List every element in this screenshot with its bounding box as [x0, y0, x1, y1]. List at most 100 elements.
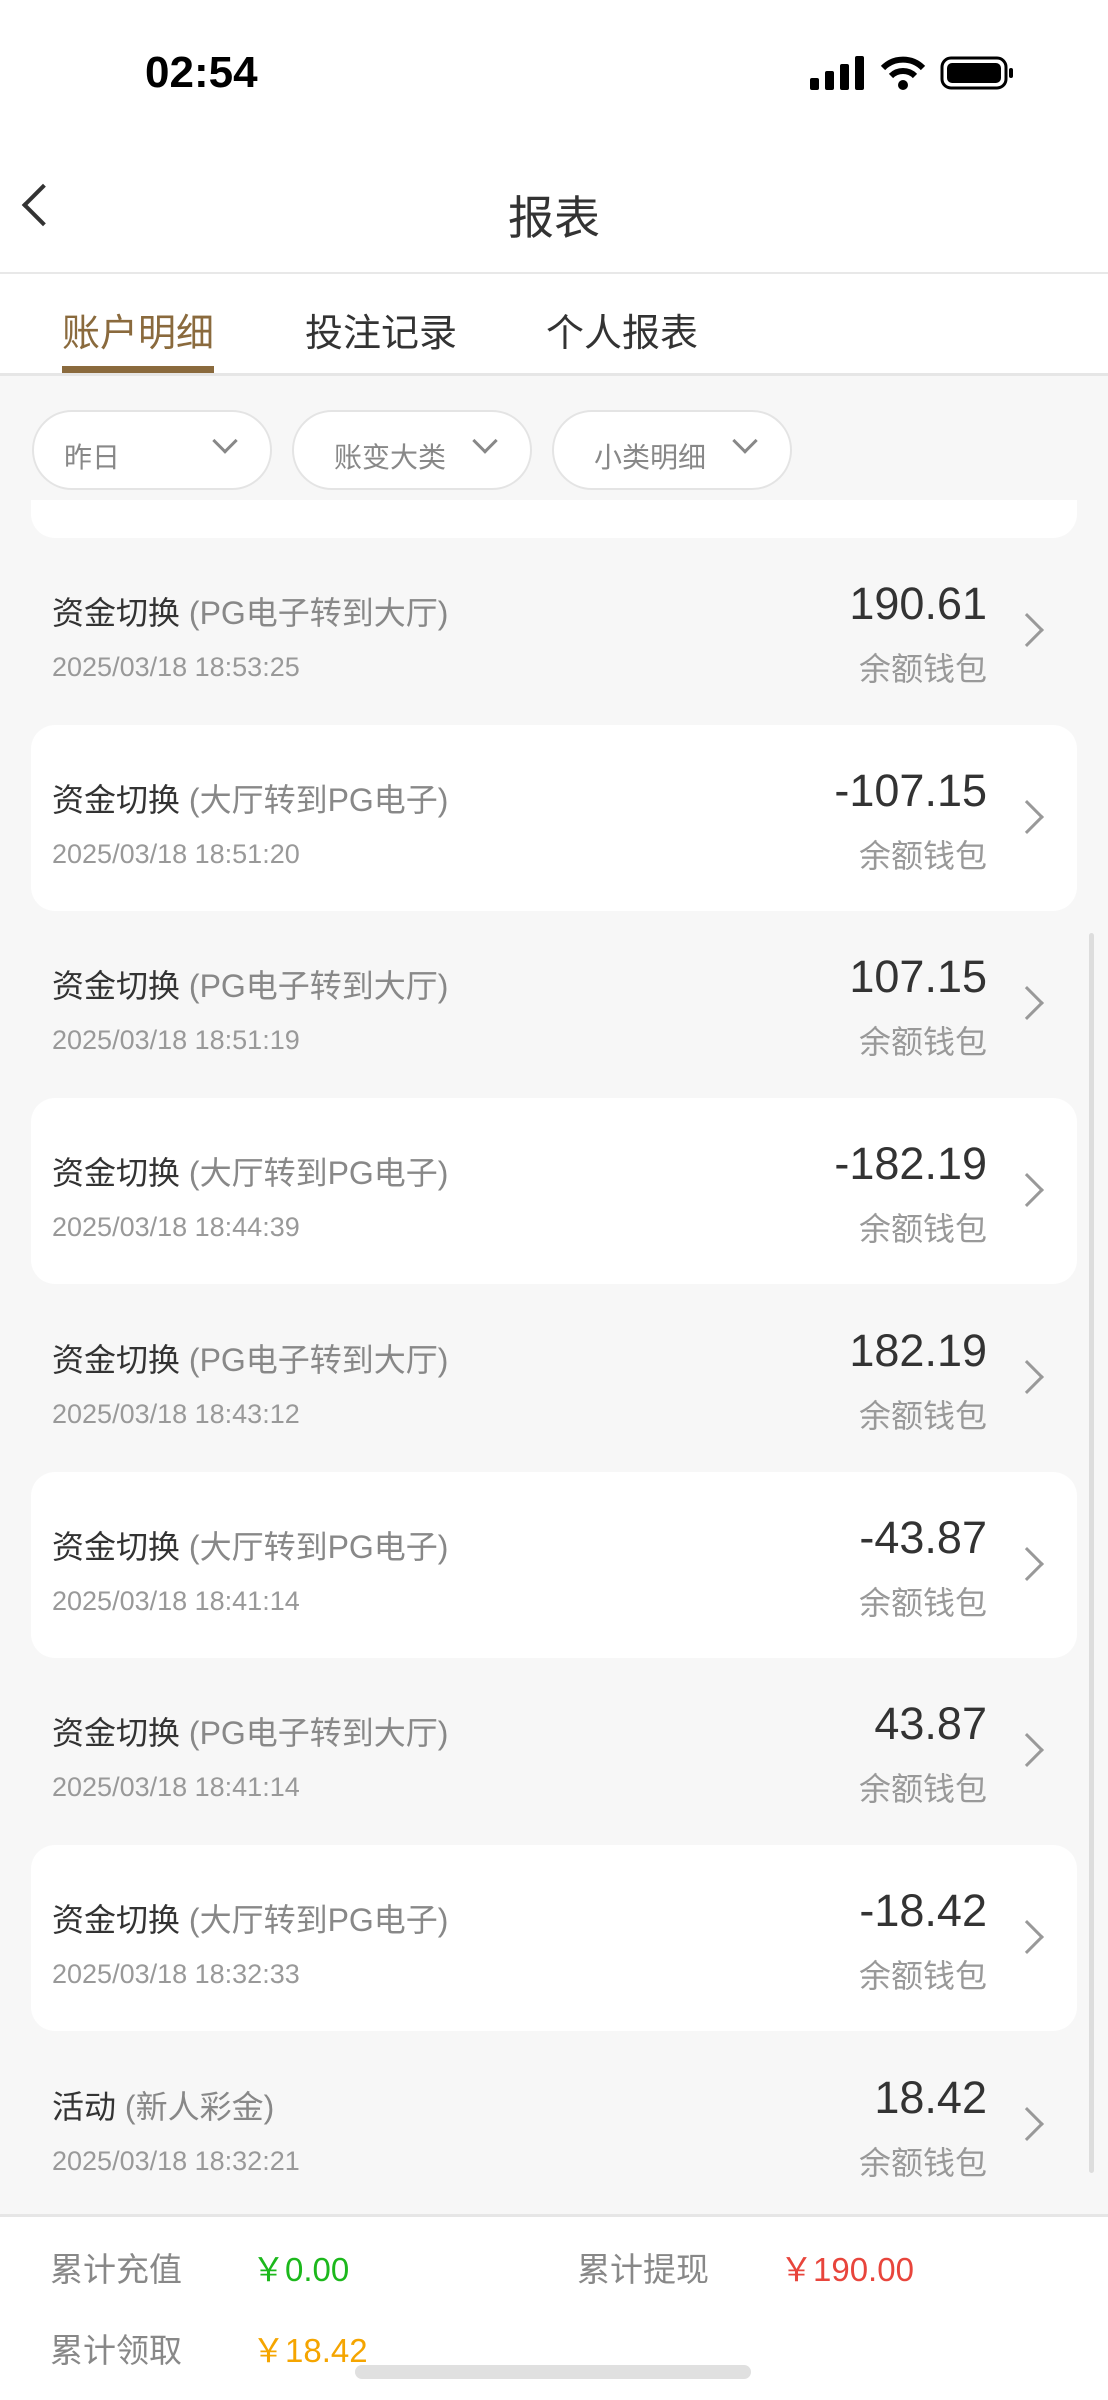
chevron-down-icon — [472, 428, 498, 454]
record-row[interactable]: 资金切换 (PG电子转到大厅) 2025/03/18 18:43:12 182.… — [31, 1285, 1077, 1471]
chevron-right-icon — [1010, 2106, 1044, 2141]
record-type: 资金切换 — [52, 968, 181, 1005]
tab-bar: 账户明细 投注记录 个人报表 — [0, 274, 1108, 376]
chevron-down-icon — [212, 428, 238, 454]
record-amount: 182.19 — [849, 1324, 987, 1376]
tab-account-details[interactable]: 账户明细 — [62, 302, 215, 373]
battery-icon — [940, 56, 1013, 90]
record-time: 2025/03/18 18:53:25 — [52, 652, 300, 682]
record-type: 资金切换 — [52, 1715, 181, 1752]
record-wallet: 余额钱包 — [858, 1211, 987, 1248]
filter-subcategory-label: 小类明细 — [594, 442, 707, 473]
record-time: 2025/03/18 18:41:14 — [52, 1585, 300, 1616]
nav-header: 报表 — [0, 130, 1108, 274]
record-wallet: 余额钱包 — [858, 651, 987, 687]
record-amount: 18.42 — [874, 2071, 987, 2123]
record-row[interactable]: 活动 (新人彩金) 2025/03/18 18:32:21 18.42 余额钱包 — [31, 2032, 1077, 2218]
status-bar: 02:54 — [0, 0, 1108, 130]
record-time: 2025/03/18 18:51:19 — [52, 1025, 300, 1056]
record-amount: -107.15 — [834, 764, 987, 816]
filter-subcategory[interactable]: 小类明细 — [552, 410, 792, 490]
record-title: 资金切换 (大厅转到PG电子) — [52, 1522, 448, 1568]
record-detail: (PG电子转到大厅) — [188, 1715, 449, 1752]
deposit-value: ￥0.00 — [252, 2251, 350, 2288]
record-title: 资金切换 (PG电子转到大厅) — [52, 961, 448, 1007]
signal-icon — [810, 56, 864, 90]
record-time: 2025/03/18 18:44:39 — [52, 1212, 300, 1243]
record-wallet: 余额钱包 — [858, 2144, 987, 2181]
record-amount: 43.87 — [874, 1698, 987, 1750]
record-time: 2025/03/18 18:32:33 — [52, 1958, 300, 1989]
record-detail: (大厅转到PG电子) — [188, 781, 449, 818]
record-title: 资金切换 (大厅转到PG电子) — [52, 1148, 448, 1194]
chevron-right-icon — [1010, 613, 1044, 647]
home-indicator[interactable] — [355, 2365, 751, 2379]
record-row[interactable]: 资金切换 (大厅转到PG电子) 2025/03/18 18:51:20 -107… — [31, 724, 1077, 911]
chevron-right-icon — [1010, 1733, 1044, 1768]
record-time: 2025/03/18 18:51:20 — [52, 838, 300, 869]
record-time: 2025/03/18 18:41:14 — [52, 1772, 300, 1803]
record-type: 资金切换 — [52, 1528, 181, 1565]
record-wallet: 余额钱包 — [858, 1397, 987, 1434]
filter-date[interactable]: 昨日 — [32, 410, 272, 490]
record-detail: (新人彩金) — [124, 2088, 275, 2125]
record-time: 2025/03/18 18:43:12 — [52, 1398, 300, 1429]
record-amount: -182.19 — [834, 1138, 987, 1190]
record-row[interactable]: 资金切换 (PG电子转到大厅) 2025/03/18 18:53:25 190.… — [31, 538, 1077, 724]
record-amount: -18.42 — [859, 1884, 987, 1936]
filter-date-label: 昨日 — [64, 442, 121, 473]
chevron-right-icon — [1010, 1359, 1044, 1394]
scrollbar[interactable] — [1089, 933, 1094, 2173]
record-type: 资金切换 — [52, 781, 181, 818]
chevron-right-icon — [1010, 799, 1044, 834]
page-title: 报表 — [508, 192, 600, 244]
tab-bet-records[interactable]: 投注记录 — [305, 313, 458, 355]
chevron-right-icon — [1010, 1546, 1044, 1581]
record-amount: -43.87 — [859, 1511, 987, 1563]
record-amount: 190.61 — [849, 578, 987, 629]
list-item-partial — [31, 500, 1077, 538]
chevron-down-icon — [732, 428, 758, 454]
record-type: 资金切换 — [52, 595, 181, 631]
record-wallet: 余额钱包 — [858, 1771, 987, 1808]
record-title: 资金切换 (PG电子转到大厅) — [52, 1708, 448, 1754]
record-title: 资金切换 (PG电子转到大厅) — [52, 1335, 448, 1381]
wifi-icon — [880, 56, 926, 90]
record-wallet: 余额钱包 — [858, 837, 987, 874]
tab-personal-report[interactable]: 个人报表 — [546, 313, 699, 355]
record-detail: (大厅转到PG电子) — [188, 1528, 449, 1565]
record-row[interactable]: 资金切换 (大厅转到PG电子) 2025/03/18 18:32:33 -18.… — [31, 1844, 1077, 2031]
chevron-right-icon — [1010, 1919, 1044, 1954]
record-wallet: 余额钱包 — [858, 1957, 987, 1994]
record-type: 活动 — [52, 2088, 117, 2125]
chevron-right-icon — [1010, 1173, 1044, 1208]
record-detail: (PG电子转到大厅) — [188, 968, 449, 1005]
record-type: 资金切换 — [52, 1341, 181, 1378]
record-detail: (大厅转到PG电子) — [188, 1901, 449, 1938]
record-row[interactable]: 资金切换 (大厅转到PG电子) 2025/03/18 18:44:39 -182… — [31, 1098, 1077, 1285]
withdraw-value: ￥190.00 — [780, 2251, 914, 2288]
filter-category[interactable]: 账变大类 — [292, 410, 532, 490]
record-detail: (PG电子转到大厅) — [188, 1341, 449, 1378]
record-type: 资金切换 — [52, 1155, 181, 1192]
record-title: 活动 (新人彩金) — [52, 2082, 274, 2128]
claim-value: ￥18.42 — [252, 2332, 368, 2369]
record-title: 资金切换 (大厅转到PG电子) — [52, 775, 448, 821]
chevron-right-icon — [1010, 986, 1044, 1021]
record-row[interactable]: 资金切换 (PG电子转到大厅) 2025/03/18 18:51:19 107.… — [31, 911, 1077, 1097]
record-detail: (PG电子转到大厅) — [188, 595, 449, 631]
filter-category-label: 账变大类 — [334, 442, 447, 473]
record-row[interactable]: 资金切换 (PG电子转到大厅) 2025/03/18 18:41:14 43.8… — [31, 1658, 1077, 1844]
record-time: 2025/03/18 18:32:21 — [52, 2145, 300, 2176]
record-wallet: 余额钱包 — [858, 1584, 987, 1621]
deposit-label: 累计充值 — [50, 2251, 182, 2288]
withdraw-label: 累计提现 — [577, 2251, 709, 2288]
record-row[interactable]: 资金切换 (大厅转到PG电子) 2025/03/18 18:41:14 -43.… — [31, 1471, 1077, 1658]
record-title: 资金切换 (PG电子转到大厅) — [52, 588, 448, 634]
record-detail: (大厅转到PG电子) — [188, 1155, 449, 1192]
record-wallet: 余额钱包 — [858, 1024, 987, 1061]
claim-label: 累计领取 — [50, 2332, 182, 2369]
record-type: 资金切换 — [52, 1901, 181, 1938]
record-amount: 107.15 — [849, 951, 987, 1003]
status-time: 02:54 — [145, 48, 258, 97]
